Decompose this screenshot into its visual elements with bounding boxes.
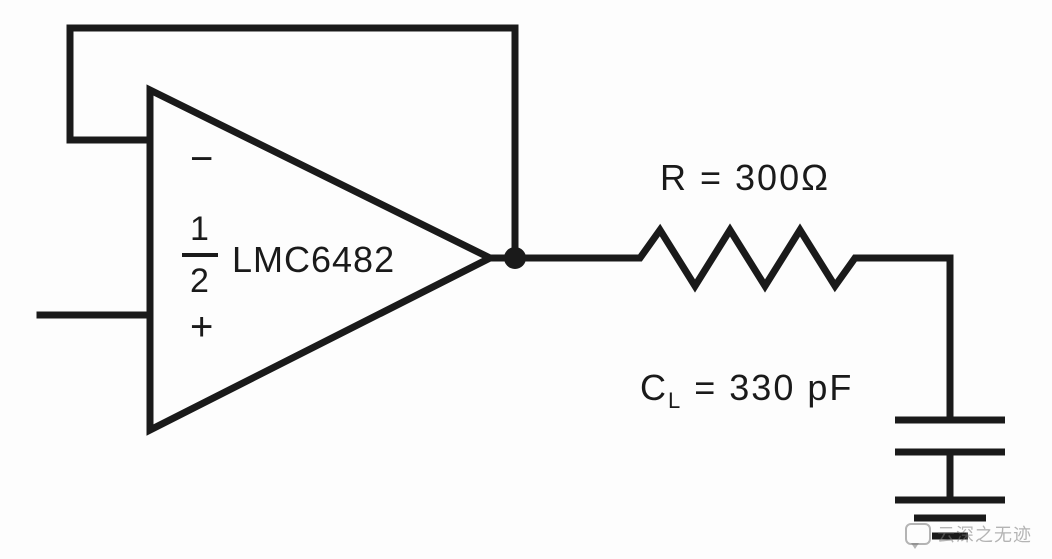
resistor-label: R = 300Ω <box>660 157 830 198</box>
circuit-schematic: − +1 2 LMC6482 R = 300Ω CL = 330 pF <box>0 0 1052 559</box>
opamp-part-number: LMC6482 <box>232 239 395 280</box>
resistor <box>515 230 950 286</box>
capacitor-label: CL = 330 pF <box>640 367 853 413</box>
gain-numerator: 1 <box>190 210 209 248</box>
plus-label: + <box>190 305 213 349</box>
gain-denominator: 2 <box>190 262 209 300</box>
minus-label: − <box>190 137 213 181</box>
chat-bubble-icon <box>905 523 931 545</box>
watermark: 云深之无迹 <box>905 521 1032 547</box>
watermark-text: 云深之无迹 <box>937 521 1032 547</box>
